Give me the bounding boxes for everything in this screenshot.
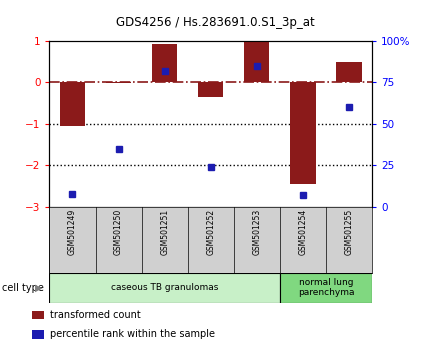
Bar <box>198 82 223 97</box>
Text: caseous TB granulomas: caseous TB granulomas <box>111 283 218 292</box>
Bar <box>60 82 85 126</box>
Text: GSM501255: GSM501255 <box>344 209 353 255</box>
Bar <box>106 82 131 83</box>
Text: ▶: ▶ <box>35 282 43 293</box>
Text: GSM501249: GSM501249 <box>68 209 77 255</box>
Text: GSM501254: GSM501254 <box>298 209 307 255</box>
Text: GSM501252: GSM501252 <box>206 209 215 255</box>
Text: GSM501250: GSM501250 <box>114 209 123 255</box>
Bar <box>152 44 177 82</box>
Bar <box>32 311 44 319</box>
Text: GDS4256 / Hs.283691.0.S1_3p_at: GDS4256 / Hs.283691.0.S1_3p_at <box>116 16 314 29</box>
Bar <box>49 273 280 303</box>
Bar <box>244 41 270 82</box>
Text: cell type: cell type <box>2 282 44 293</box>
Bar <box>280 273 372 303</box>
Text: GSM501251: GSM501251 <box>160 209 169 255</box>
Bar <box>336 62 362 82</box>
Bar <box>32 330 44 339</box>
Bar <box>290 82 316 184</box>
Text: normal lung
parenchyma: normal lung parenchyma <box>298 278 354 297</box>
Text: percentile rank within the sample: percentile rank within the sample <box>50 330 215 339</box>
Text: transformed count: transformed count <box>50 310 141 320</box>
Text: GSM501253: GSM501253 <box>252 209 261 255</box>
